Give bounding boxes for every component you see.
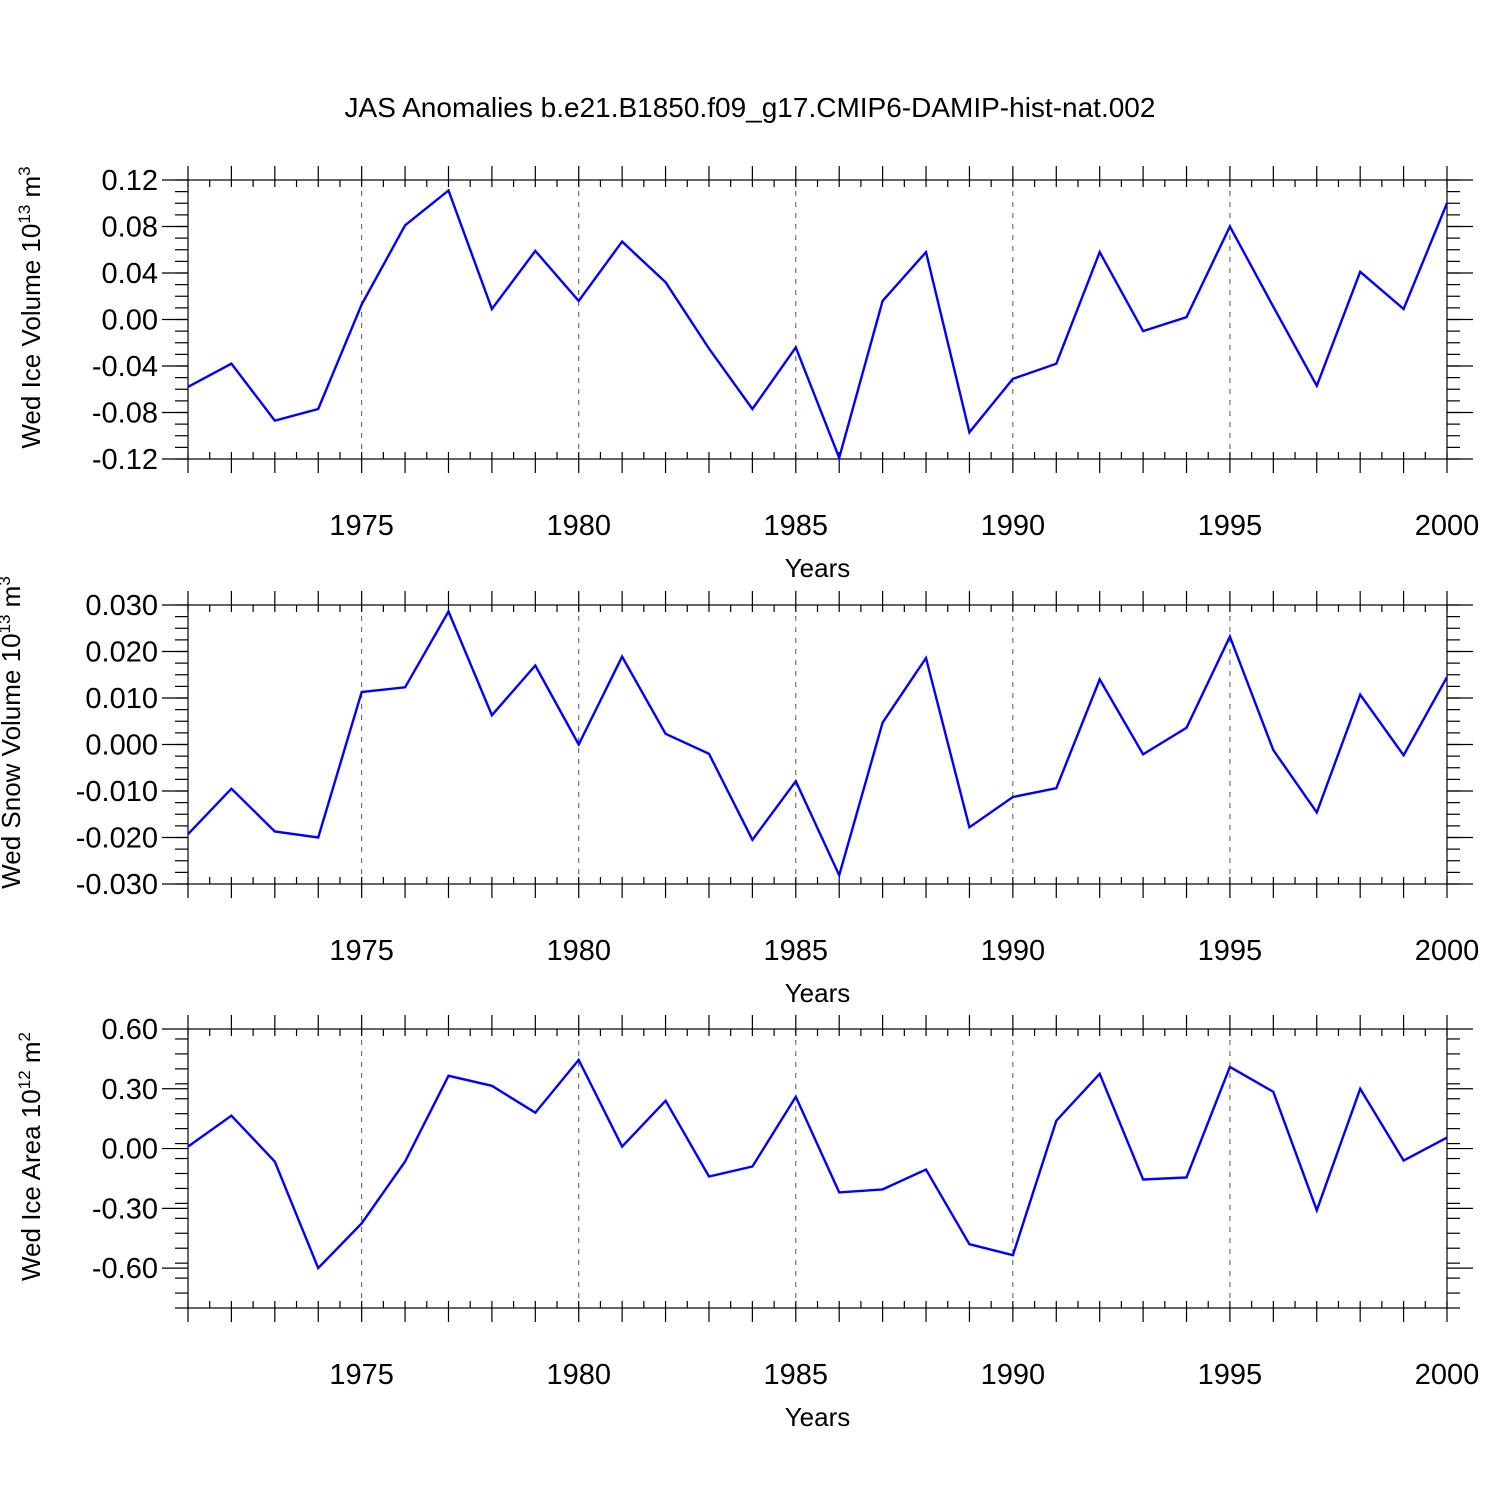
- y-tick-label: 0.010: [85, 683, 158, 715]
- y-tick-label: 0.30: [102, 1074, 158, 1106]
- y-tick-label: -0.12: [92, 444, 158, 476]
- plot-frame: [187, 1028, 1448, 1309]
- x-tick-label: 1975: [329, 510, 394, 542]
- y-tick-label: 0.00: [102, 1134, 158, 1166]
- y-tick-label: -0.60: [92, 1253, 158, 1285]
- series-line: [187, 1057, 1448, 1271]
- y-tick-label: 0.000: [85, 730, 158, 762]
- y-axis-title: Wed Snow Volume 1013 m3: [0, 576, 26, 889]
- x-axis-title: Years: [785, 1402, 851, 1432]
- chart-panel-1: 1975 1980 1985 1990 1995 2000 0.12 0.08 0.04 0.00…: [15, 165, 1479, 583]
- y-axis-title: Wed Ice Volume 1013 m3: [15, 166, 46, 448]
- y-axis-title: Wed Ice Area 1012 m2: [15, 1032, 46, 1281]
- x-tick-label: 1990: [981, 1359, 1046, 1391]
- plot-frame: [187, 604, 1448, 885]
- x-tick-label: 1985: [764, 935, 829, 967]
- y-tick-label: -0.30: [92, 1193, 158, 1225]
- plot-frame: [187, 179, 1448, 460]
- chart-panel-2: 1975 1980 1985 1990 1995 2000 0.030 0.020 0.010 0…: [0, 576, 1479, 1008]
- x-tick-label: 1990: [981, 510, 1046, 542]
- chart-title: JAS Anomalies b.e21.B1850.f09_g17.CMIP6-…: [345, 92, 1156, 123]
- x-tick-label: 1995: [1198, 510, 1263, 542]
- series-line: [187, 608, 1449, 879]
- y-tick-label: -0.020: [76, 823, 158, 855]
- x-tick-label: 1975: [329, 1359, 394, 1391]
- x-tick-label: 1995: [1198, 935, 1263, 967]
- y-tick-label: 0.020: [85, 637, 158, 669]
- y-tick-label: 0.00: [102, 305, 158, 337]
- y-tick-label: 0.08: [102, 212, 158, 244]
- y-tick-label: -0.04: [92, 351, 158, 383]
- y-tick-label: -0.08: [92, 398, 158, 430]
- chart-panel-3: 1975 1980 1985 1990 1995 2000 0.60 0.30 0.00 -0.3…: [15, 1014, 1479, 1432]
- x-tick-label: 1980: [546, 935, 611, 967]
- x-axis-title: Years: [785, 553, 851, 583]
- x-axis-title: Years: [785, 978, 851, 1008]
- x-tick-label: 1975: [329, 935, 394, 967]
- y-tick-label: 0.030: [85, 590, 158, 622]
- x-tick-label: 2000: [1415, 1359, 1480, 1391]
- x-tick-label: 1980: [546, 510, 611, 542]
- y-tick-label: 0.12: [102, 165, 158, 197]
- x-tick-label: 1980: [546, 1359, 611, 1391]
- x-tick-label: 1990: [981, 935, 1046, 967]
- series-line: [187, 188, 1449, 462]
- x-tick-label: 2000: [1415, 510, 1480, 542]
- y-tick-label: 0.60: [102, 1014, 158, 1046]
- y-tick-label: -0.010: [76, 776, 158, 808]
- x-tick-label: 1985: [764, 1359, 829, 1391]
- x-tick-label: 1985: [764, 510, 829, 542]
- y-tick-label: 0.04: [102, 258, 158, 290]
- y-tick-label: -0.030: [76, 869, 158, 901]
- x-tick-label: 2000: [1415, 935, 1480, 967]
- x-tick-label: 1995: [1198, 1359, 1263, 1391]
